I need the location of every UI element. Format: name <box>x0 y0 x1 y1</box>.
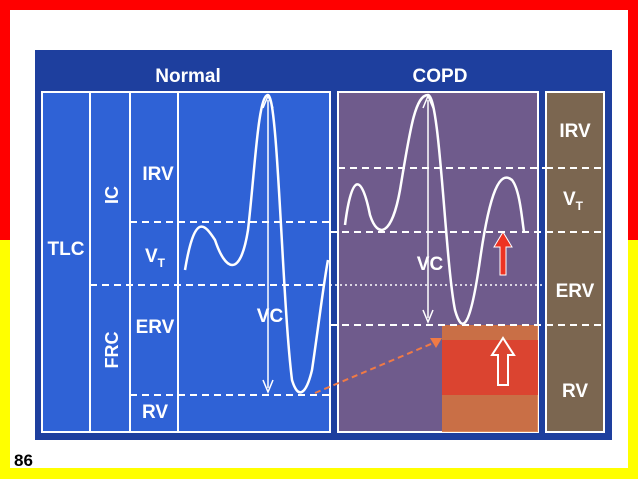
erv-label: ERV <box>136 317 175 338</box>
copd-vc-label: VC <box>417 254 444 275</box>
copd-title: COPD <box>413 66 468 87</box>
rv-label: RV <box>142 402 168 423</box>
irv-label: IRV <box>142 164 174 185</box>
col-vt-label: VT <box>563 189 584 213</box>
tlc-label: TLC <box>48 239 85 260</box>
normal-box <box>41 91 331 433</box>
copd-column <box>545 91 605 433</box>
normal-title: Normal <box>155 66 220 87</box>
copd-box <box>314 91 604 433</box>
col-rv-label: RV <box>562 381 588 402</box>
vc-label: VC <box>257 306 284 327</box>
slide-number: 86 <box>14 451 33 470</box>
col-erv-label: ERV <box>556 281 595 302</box>
col-irv-label: IRV <box>559 121 591 142</box>
ic-label: IC <box>102 186 122 204</box>
vt-label: VT <box>145 246 166 270</box>
frc-label: FRC <box>102 332 122 369</box>
